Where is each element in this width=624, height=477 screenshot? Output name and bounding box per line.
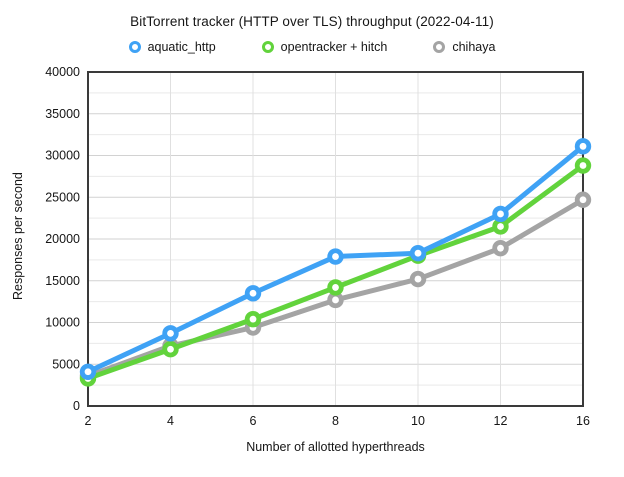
data-point-hole [249, 315, 257, 323]
ring-marker-icon [261, 41, 274, 53]
data-point-hole [579, 162, 587, 169]
y-tick-label: 0 [73, 399, 80, 413]
data-point-hole [579, 196, 587, 204]
legend-item-aquatic-http: aquatic_http [128, 40, 216, 54]
legend-item-chihaya: chihaya [433, 40, 495, 54]
y-tick-label: 15000 [45, 274, 80, 288]
data-point-hole [332, 284, 339, 291]
plot-frame [87, 71, 584, 407]
legend-item-opentracker-hitch: opentracker + hitch [261, 40, 388, 54]
x-tick-label: 16 [576, 414, 590, 428]
ring-marker-icon [433, 41, 446, 53]
data-point-hole [414, 275, 422, 283]
y-tick-label: 25000 [45, 190, 80, 204]
x-tick-label: 8 [332, 414, 339, 428]
legend-label: chihaya [452, 40, 496, 54]
ring-marker-icon [128, 41, 141, 53]
data-point-hole [167, 329, 174, 337]
data-point-hole [497, 244, 504, 252]
data-point-hole [497, 223, 504, 230]
y-tick-label: 40000 [45, 65, 80, 79]
y-tick-label: 35000 [45, 107, 80, 121]
data-point-hole [332, 296, 339, 304]
data-point-hole [414, 249, 422, 257]
data-point-hole [332, 253, 339, 260]
x-tick-label: 6 [250, 414, 257, 428]
data-point-hole [167, 345, 174, 353]
y-tick-label: 30000 [45, 149, 80, 163]
legend-label: opentracker + hitch [280, 40, 388, 54]
y-axis-title: Responses per second [11, 172, 25, 300]
x-tick-label: 12 [494, 414, 508, 428]
chart-legend: aquatic_http opentracker + hitch chihaya [0, 40, 624, 54]
data-point-hole [579, 142, 587, 150]
y-tick-label: 20000 [45, 232, 80, 246]
x-tick-label: 4 [167, 414, 174, 428]
data-point-hole [249, 289, 257, 297]
chart-title: BitTorrent tracker (HTTP over TLS) throu… [130, 14, 494, 29]
data-point-hole [84, 368, 92, 376]
x-tick-label: 10 [411, 414, 425, 428]
x-axis-title: Number of allotted hyperthreads [246, 440, 425, 454]
y-tick-label: 5000 [52, 357, 80, 371]
legend-label: aquatic_http [147, 40, 216, 54]
y-tick-label: 10000 [45, 316, 80, 330]
x-tick-label: 2 [85, 414, 92, 428]
data-point-hole [497, 210, 504, 218]
